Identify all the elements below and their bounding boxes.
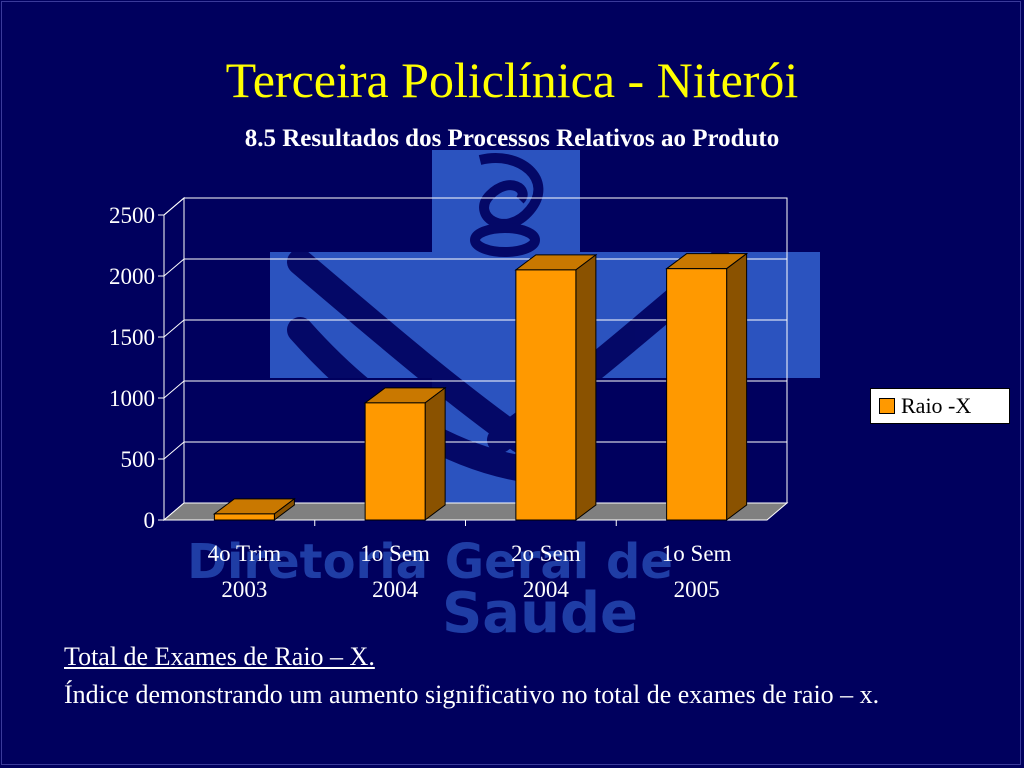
x-tick-label: 2005 (674, 577, 720, 602)
slide-title: Terceira Policlínica - Niterói (225, 52, 799, 108)
bar-side (575, 253, 597, 521)
bar (213, 513, 275, 521)
chart-side-wall (163, 196, 185, 522)
gridline-side (163, 380, 185, 399)
bar (364, 402, 426, 521)
x-tick-label: 1o Sem (662, 541, 732, 566)
bar-side (726, 252, 748, 521)
y-tick-label: 0 (144, 508, 156, 533)
x-tick-label: 2003 (221, 577, 267, 602)
gridline-side (163, 258, 185, 277)
gridline-side (163, 441, 185, 460)
x-tick-label: 4o Trim (208, 541, 282, 566)
legend-label: Raio -X (901, 393, 972, 418)
slide-subtitle: 8.5 Resultados dos Processos Relativos a… (244, 125, 780, 152)
x-tick-label: 2004 (523, 577, 570, 602)
gridline-side (163, 319, 185, 338)
caption-title: Total de Exames de Raio – X. (64, 642, 375, 671)
caption: Total de Exames de Raio – X. Índice demo… (64, 638, 984, 714)
gridline-side (163, 197, 185, 216)
y-tick-label: 1000 (109, 386, 155, 411)
y-tick-label: 1500 (109, 325, 155, 350)
x-tick-label: 2004 (372, 577, 419, 602)
bar (666, 268, 728, 521)
watermark-text-line2: Saude (442, 581, 638, 646)
x-tick-label: 1o Sem (360, 541, 430, 566)
watermark-text-line1: Diretoria Geral de (187, 534, 673, 590)
chart-legend: Raio -X (870, 388, 1010, 424)
y-tick-label: 2500 (109, 203, 155, 228)
x-tick-label: 2o Sem (511, 541, 581, 566)
watermark-staff-icon (287, 249, 533, 453)
y-tick-label: 2000 (109, 264, 155, 289)
caption-body: Índice demonstrando um aumento significa… (64, 680, 880, 709)
y-tick-label: 500 (121, 447, 156, 472)
legend-swatch (879, 398, 895, 414)
bar (515, 269, 577, 521)
bar-side (424, 386, 446, 521)
